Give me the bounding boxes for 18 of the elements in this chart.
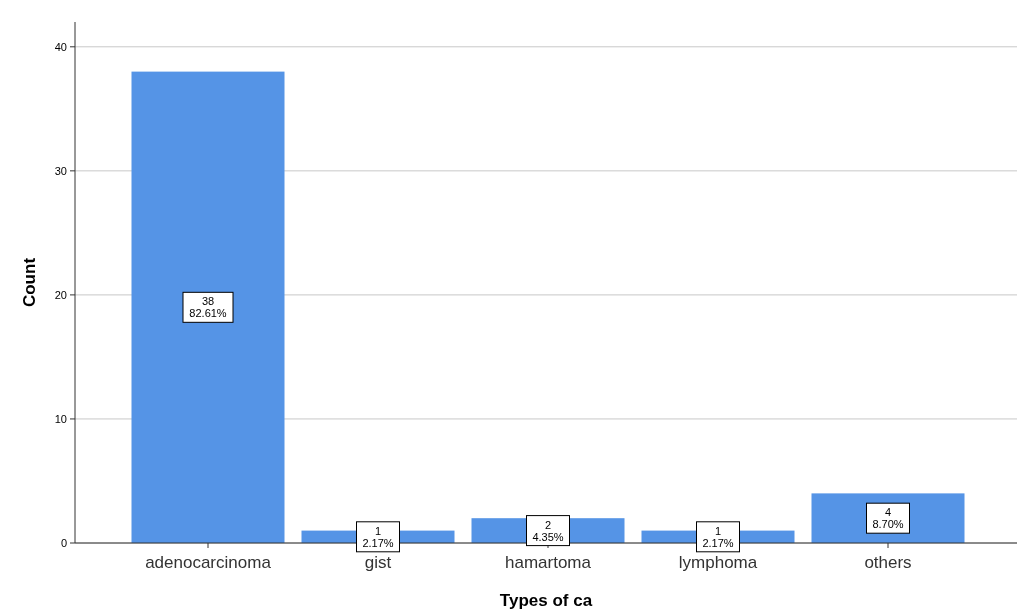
- data-label: 1 2.17%: [362, 524, 394, 549]
- data-label: 38 82.61%: [189, 295, 227, 320]
- y-axis-title: Count: [20, 257, 39, 308]
- data-label: 2 4.35%: [532, 518, 564, 543]
- bar: [131, 71, 285, 543]
- y-tick-label: 10: [54, 412, 67, 425]
- data-label: 1 2.17%: [702, 524, 734, 549]
- x-tick-label: others: [864, 553, 912, 572]
- y-tick-label: 0: [60, 536, 67, 549]
- x-axis-title: Types of ca: [499, 591, 593, 610]
- x-tick-label: hamartoma: [505, 553, 592, 572]
- y-tick-label: 40: [54, 40, 67, 53]
- x-tick-label: lymphoma: [678, 553, 758, 572]
- y-tick-label: 20: [54, 288, 67, 301]
- y-tick-label: 30: [54, 164, 67, 177]
- data-label: 4 8.70%: [872, 506, 904, 531]
- x-tick-label: adenocarcinoma: [145, 553, 272, 572]
- x-tick-label: gist: [364, 553, 392, 572]
